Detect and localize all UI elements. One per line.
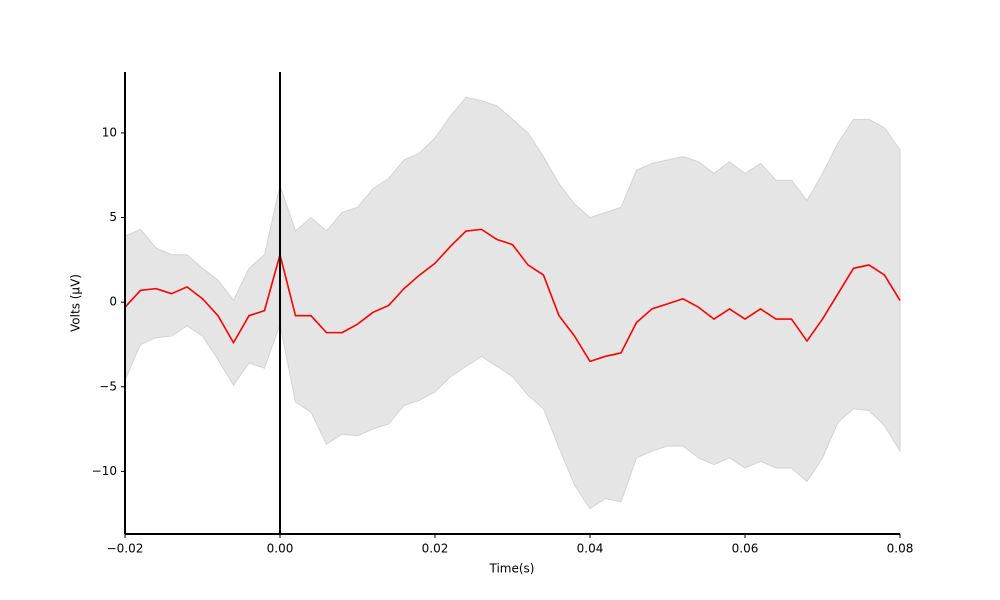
- x-tick-label: 0.02: [422, 542, 449, 556]
- y-tick-label: −5: [99, 379, 117, 393]
- confidence-band: [124, 96, 901, 510]
- y-tick-label: 0: [109, 295, 117, 309]
- y-tick-label: −10: [92, 464, 117, 478]
- y-tick-label: 10: [102, 125, 117, 139]
- x-tick-label: 0.08: [887, 542, 914, 556]
- x-tick-label: −0.02: [107, 542, 144, 556]
- x-tick-label: 0.04: [577, 542, 604, 556]
- line: [124, 228, 901, 363]
- y-tick-label: 5: [109, 210, 117, 224]
- x-tick-label: 0.00: [267, 542, 294, 556]
- x-tick-label: 0.06: [732, 542, 759, 556]
- x-axis-label: Time(s): [489, 562, 535, 576]
- y-axis-label: Volts (μV): [69, 274, 83, 332]
